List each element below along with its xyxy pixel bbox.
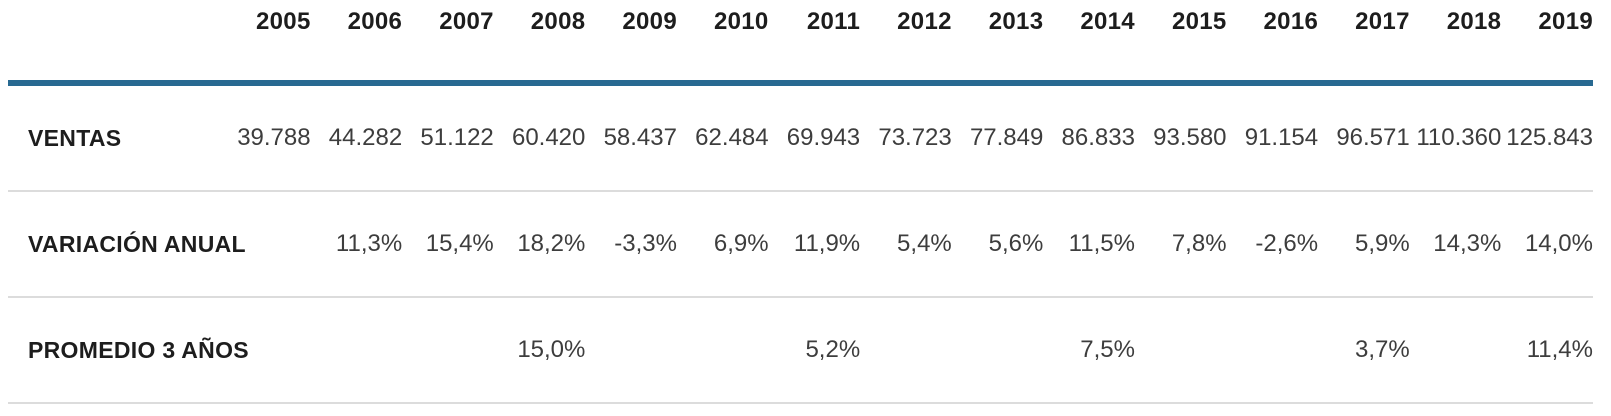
year-header-2014: 2014 — [1043, 0, 1135, 86]
year-header-2018: 2018 — [1409, 0, 1502, 86]
cell-value: 14,0% — [1501, 191, 1593, 298]
cell-value: 91.154 — [1226, 83, 1319, 192]
cell-value: 39.788 — [219, 83, 311, 192]
cell-value: 69.943 — [768, 83, 861, 192]
cell-value: 5,6% — [951, 191, 1044, 298]
year-header-2008: 2008 — [493, 0, 586, 86]
cell-value: 110.360 — [1409, 83, 1502, 192]
cell-value: 7,5% — [1043, 297, 1135, 404]
cell-value: 15,0% — [493, 297, 586, 404]
cell-value — [860, 297, 952, 404]
row-label: PROMEDIO 3 AÑOS — [8, 297, 249, 404]
cell-value: 14,3% — [1409, 191, 1502, 298]
cell-value — [676, 297, 769, 404]
year-header-2010: 2010 — [676, 0, 769, 86]
cell-value: 93.580 — [1134, 83, 1227, 192]
year-header-2005: 2005 — [219, 0, 311, 86]
year-header-2013: 2013 — [951, 0, 1044, 86]
cell-value — [585, 297, 677, 404]
cell-value: 11,4% — [1501, 297, 1593, 404]
cell-value — [951, 297, 1044, 404]
cell-value: 5,4% — [860, 191, 952, 298]
cell-value — [219, 191, 311, 298]
cell-value: 11,5% — [1043, 191, 1135, 298]
cell-value: 96.571 — [1318, 83, 1410, 192]
table-row: VARIACIÓN ANUAL 11,3% 15,4% 18,2% -3,3% 6,9% 1… — [8, 191, 1593, 298]
year-header-2006: 2006 — [310, 0, 403, 86]
year-header-2012: 2012 — [860, 0, 952, 86]
sales-table-container: 2005 2006 2007 2008 2009 2010 2011 2012 2013 2014… — [8, 0, 1593, 404]
cell-value: 60.420 — [493, 83, 586, 192]
year-header-2016: 2016 — [1226, 0, 1319, 86]
cell-value: 11,9% — [768, 191, 861, 298]
cell-value: 6,9% — [676, 191, 769, 298]
cell-value: 77.849 — [951, 83, 1044, 192]
cell-value: 62.484 — [676, 83, 769, 192]
row-label: VARIACIÓN ANUAL — [8, 191, 246, 298]
table-row: PROMEDIO 3 AÑOS 15,0% 5,2% 7,5% 3,7% 11,4% — [8, 297, 1593, 404]
cell-value: 15,4% — [402, 191, 494, 298]
cell-value: 125.843 — [1501, 83, 1593, 192]
cell-value — [1134, 297, 1227, 404]
row-label: VENTAS — [8, 83, 219, 192]
cell-value: -2,6% — [1226, 191, 1319, 298]
cell-value — [1226, 297, 1319, 404]
table-row: VENTAS 39.788 44.282 51.122 60.420 58.437 62.4… — [8, 83, 1593, 192]
year-header-2017: 2017 — [1318, 0, 1410, 86]
cell-value: 3,7% — [1318, 297, 1410, 404]
year-header-2009: 2009 — [585, 0, 677, 86]
year-header-2019: 2019 — [1501, 0, 1593, 86]
sales-table: 2005 2006 2007 2008 2009 2010 2011 2012 2013 2014… — [8, 0, 1593, 404]
cell-value — [402, 297, 494, 404]
year-header-2007: 2007 — [402, 0, 494, 86]
table-head: 2005 2006 2007 2008 2009 2010 2011 2012 2013 2014… — [8, 0, 1593, 86]
cell-value: 7,8% — [1134, 191, 1227, 298]
table-header-row: 2005 2006 2007 2008 2009 2010 2011 2012 2013 2014… — [8, 0, 1593, 86]
cell-value — [1409, 297, 1502, 404]
cell-value: 5,2% — [768, 297, 861, 404]
cell-value: -3,3% — [585, 191, 677, 298]
cell-value: 51.122 — [402, 83, 494, 192]
corner-cell — [8, 0, 219, 86]
cell-value: 44.282 — [310, 83, 403, 192]
cell-value — [219, 297, 311, 404]
cell-value: 58.437 — [585, 83, 677, 192]
cell-value — [310, 297, 403, 404]
cell-value: 86.833 — [1043, 83, 1135, 192]
cell-value: 18,2% — [493, 191, 586, 298]
cell-value: 73.723 — [860, 83, 952, 192]
year-header-2011: 2011 — [768, 0, 861, 86]
cell-value: 11,3% — [310, 191, 403, 298]
table-body: VENTAS 39.788 44.282 51.122 60.420 58.437 62.4… — [8, 83, 1593, 404]
year-header-2015: 2015 — [1134, 0, 1227, 86]
cell-value: 5,9% — [1318, 191, 1410, 298]
